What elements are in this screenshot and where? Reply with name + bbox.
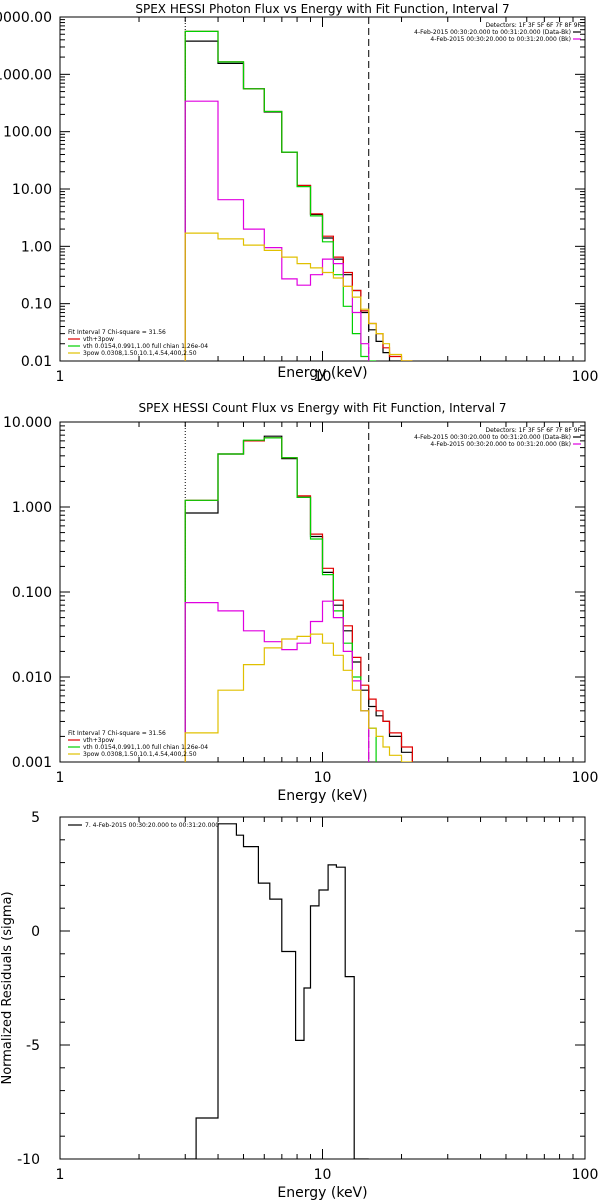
series-green-line [184, 437, 377, 762]
legend-entry: Fit Interval 7 Chi-square = 31.56 [68, 329, 166, 336]
plot-frame [59, 16, 586, 362]
x-tick-label: 10 [314, 770, 332, 786]
x-tick-label: 100 [572, 369, 599, 385]
y-tick-label: 0.10 [21, 297, 52, 313]
legend-entry: 4-Feb-2015 00:30:20.000 to 00:31:20.000 … [430, 441, 571, 448]
x-tick-label: 1 [56, 770, 65, 786]
y-tick-label: 0.01 [21, 354, 52, 370]
legend-entry: Detectors: 1F 3F 5F 6F 7F 8F 9F [485, 427, 581, 434]
legend-entry: 7. 4-Feb-2015 00:30:20.000 to 00:31:20.0… [85, 822, 219, 829]
legend-entry: vth 0.0154,0.991,1.00 full chian 1.26e-0… [83, 744, 208, 751]
x-tick-label: 100 [572, 1167, 599, 1183]
legend-entry: 3pow 0.0308,1.50,10.1,4.54,400,2.50 [83, 751, 197, 758]
x-tick-label: 1 [56, 369, 65, 385]
y-tick-label: 0.100 [12, 585, 52, 601]
series-red-line [184, 30, 413, 361]
plot-frame [59, 421, 586, 763]
series-magenta-line [184, 100, 370, 361]
y-tick-label: 10.00 [12, 182, 52, 198]
y-tick-label: 1.00 [21, 239, 52, 255]
series-green-line [184, 30, 377, 361]
series-black-line [185, 823, 369, 1159]
series-black-line [184, 435, 413, 762]
legend-entry: Detectors: 1F 3F 5F 6F 7F 8F 9F [485, 22, 581, 29]
photon-flux-panel: SPEX HESSI Photon Flux vs Energy with Fi… [0, 2, 598, 385]
series-black-line [184, 40, 413, 361]
y-tick-label: 5 [31, 810, 40, 826]
y-tick-label: 10.000 [3, 415, 52, 431]
series-magenta-line [184, 600, 370, 762]
legend-entry: 4-Feb-2015 00:30:20.000 to 00:31:20.000 … [414, 29, 571, 36]
chart-title: SPEX HESSI Count Flux vs Energy with Fit… [138, 401, 506, 415]
x-tick-label: 100 [572, 770, 599, 786]
y-tick-label: -5 [26, 1038, 40, 1054]
y-tick-label: 1.000 [12, 500, 52, 516]
series-yellow-line [184, 633, 413, 762]
residuals-panel: 1 10 100 5 0 -5 -10 Energy (keV) Normalized Resi… [0, 810, 598, 1200]
legend-entry: Fit Interval 7 Chi-square = 31.56 [68, 730, 166, 737]
y-tick-label: 10000.00 [0, 10, 52, 26]
legend-entry: vth 0.0154,0.991,1.00 full chian 1.26e-0… [83, 343, 208, 350]
legend-entry: vth+3pow [83, 336, 114, 343]
legend-entry: 4-Feb-2015 00:30:20.000 to 00:31:20.000 … [430, 36, 571, 43]
plot-frame [59, 816, 586, 1160]
y-tick-label: 0.001 [12, 755, 52, 771]
y-tick-label: 0.010 [12, 670, 52, 686]
series-red-line [184, 437, 413, 762]
count-flux-panel: SPEX HESSI Count Flux vs Energy with Fit… [3, 401, 598, 804]
x-axis-label: Energy (keV) [277, 788, 367, 804]
legend-entry: 3pow 0.0308,1.50,10.1,4.54,400,2.50 [83, 350, 197, 357]
x-axis-label: Energy (keV) [277, 1185, 367, 1200]
y-axis-label: Normalized Residuals (sigma) [0, 891, 15, 1084]
x-tick-label: 10 [314, 1167, 332, 1183]
chart-title: SPEX HESSI Photon Flux vs Energy with Fi… [135, 2, 509, 16]
y-tick-label: 100.00 [3, 125, 52, 141]
legend-entry: vth+3pow [83, 737, 114, 744]
legend-entry: 4-Feb-2015 00:30:20.000 to 00:31:20.000 … [414, 434, 571, 441]
x-axis-label: Energy (keV) [277, 365, 367, 381]
x-tick-label: 1 [56, 1167, 65, 1183]
y-tick-label: -10 [17, 1152, 40, 1168]
y-tick-label: 0 [31, 924, 40, 940]
series-yellow-line [184, 232, 413, 361]
x-tick-label: 10 [314, 369, 332, 385]
